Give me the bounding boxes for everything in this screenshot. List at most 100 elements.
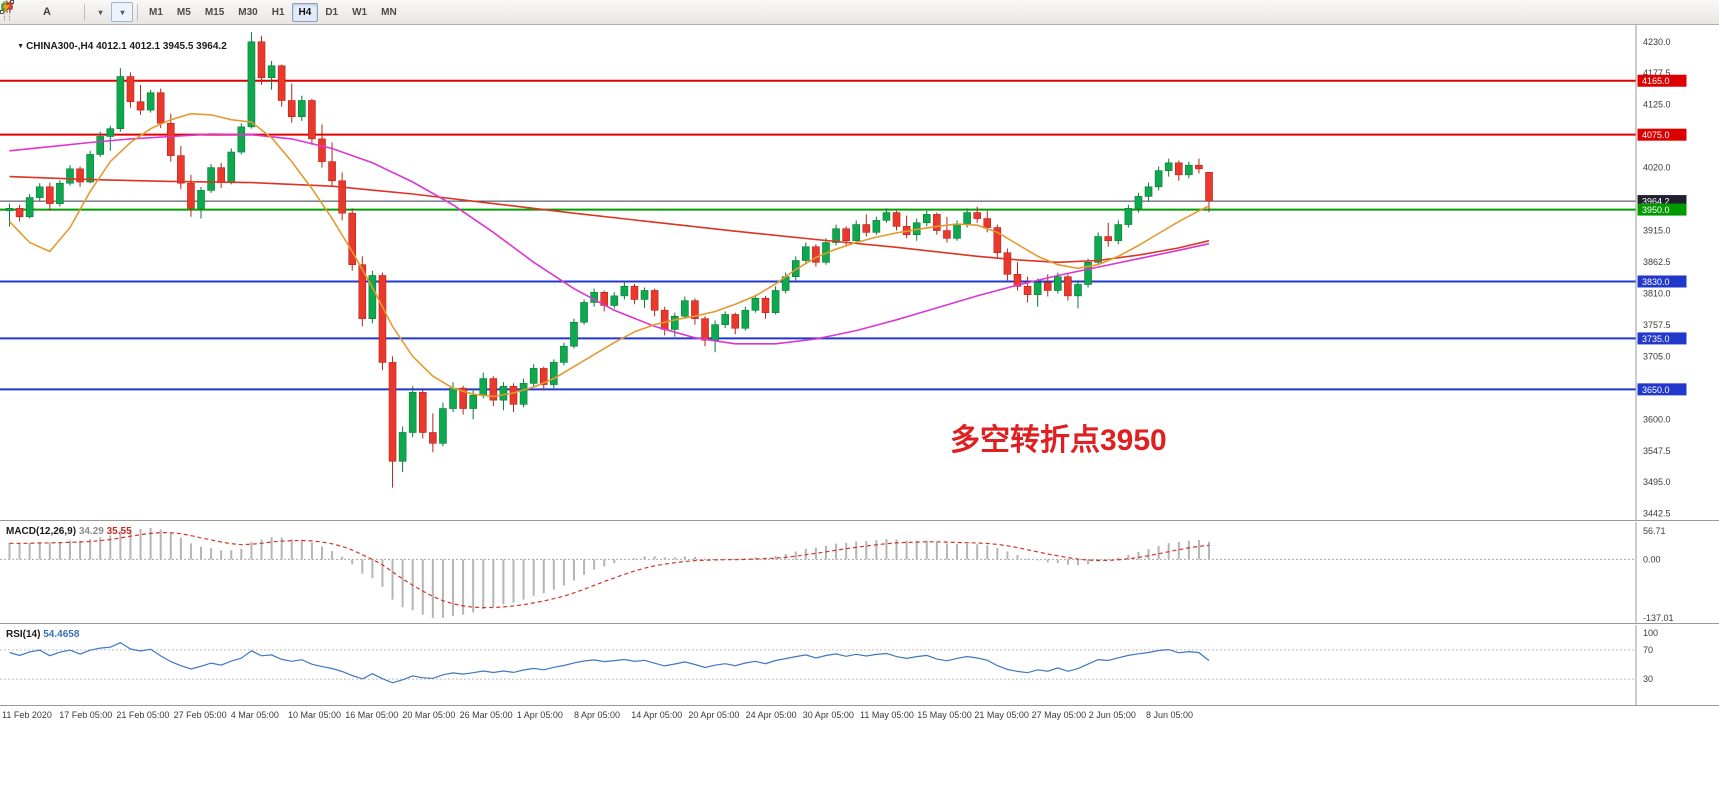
price-badge: [1637, 74, 1687, 87]
chevron-down-icon: ▾: [120, 7, 125, 17]
timeframe-m1-button[interactable]: M1: [142, 3, 170, 22]
candlestick-chart[interactable]: 4230.0 4177.5 4125.0 4020.0 3915.0 3862.5 3810…: [0, 25, 1719, 520]
time-axis-label: 26 Mar 05:00: [459, 710, 513, 720]
text-tool-label: A: [43, 6, 51, 18]
rsi-panel[interactable]: 100 70 30 RSI(14) 54.4658: [0, 623, 1719, 705]
time-axis-label: 21 Feb 05:00: [116, 710, 170, 720]
chart-annotation-text: 多空转折点3950: [950, 424, 1167, 457]
svg-text:4075.0: 4075.0: [1642, 130, 1670, 140]
time-axis-label: 30 Apr 05:00: [802, 710, 854, 720]
price-badge: [1637, 203, 1687, 216]
toolbar: A ▾ ▾ M1 M5 M15 M30 H1 H4 D1 W1 MN: [0, 0, 1719, 25]
moving-average: [9, 175, 1210, 264]
time-axis-label: 16 Mar 05:00: [345, 710, 399, 720]
svg-text:3915.0: 3915.0: [1643, 226, 1671, 236]
svg-text:3442.5: 3442.5: [1643, 509, 1671, 519]
time-axis-label: 17 Feb 05:00: [59, 710, 113, 720]
toolbar-separator: [137, 3, 138, 21]
moving-average: [8, 112, 1210, 398]
time-axis-label: 1 Apr 05:00: [516, 710, 563, 720]
price-badge: [1637, 275, 1687, 288]
toolbar-separator: [84, 3, 85, 21]
svg-text:30: 30: [1643, 674, 1653, 684]
timeframe-h4-button[interactable]: H4: [291, 2, 319, 22]
svg-text:3547.5: 3547.5: [1643, 446, 1671, 456]
macd-chart[interactable]: 56.71 0.00 -137.01: [0, 522, 1719, 623]
ohlc-values: 4012.1 4012.1 3945.5 3964.2: [96, 41, 227, 52]
price-badge: [1637, 332, 1687, 345]
time-axis-label: 20 Mar 05:00: [402, 710, 456, 720]
time-axis-label: 11 May 05:00: [860, 710, 914, 720]
macd-signal-line: [9, 531, 1210, 609]
time-axis-label: 15 May 05:00: [917, 710, 972, 720]
chevron-down-icon: ▾: [98, 7, 103, 17]
svg-text:3600.0: 3600.0: [1643, 414, 1671, 424]
timeframe-d1-button[interactable]: D1: [318, 3, 345, 22]
macd-histogram: [8, 528, 1211, 618]
time-axis-label: 24 Apr 05:00: [745, 710, 797, 720]
svg-text:3495.0: 3495.0: [1643, 477, 1671, 487]
rsi-value: 54.4658: [43, 629, 80, 640]
objects-button[interactable]: ▾: [1, 0, 133, 22]
svg-text:3705.0: 3705.0: [1643, 351, 1671, 361]
svg-text:3650.0: 3650.0: [1642, 385, 1670, 395]
price-badge: [1637, 383, 1687, 396]
svg-text:3757.5: 3757.5: [1643, 320, 1671, 330]
svg-text:3810.0: 3810.0: [1643, 288, 1671, 298]
macd-main-value: 34.29: [78, 526, 104, 537]
price-axis: 4230.0 4177.5 4125.0 4020.0 3915.0 3862.5 3810…: [1637, 37, 1687, 519]
macd-label: MACD(12,26,9) 34.29 35.55: [6, 526, 132, 537]
symbol-title: CHINA300-,H4: [26, 41, 94, 52]
symbol-ohlc-readout: ▼ CHINA300-,H4 4012.1 4012.1 3945.5 3964.…: [6, 30, 227, 63]
timeframe-m5-button[interactable]: M5: [170, 3, 198, 22]
svg-text:4020.0: 4020.0: [1643, 163, 1671, 173]
macd-panel[interactable]: 56.71 0.00 -137.01 MACD(12,26,9) 34.29 35.…: [0, 520, 1719, 623]
time-axis-label: 27 May 05:00: [1031, 710, 1087, 720]
trendline-button[interactable]: [0, 0, 80, 22]
svg-text:100: 100: [1643, 628, 1658, 638]
time-axis-label: 14 Apr 05:00: [631, 710, 683, 720]
timeframe-m30-button[interactable]: M30: [231, 3, 264, 22]
time-axis-label: 11 Feb 2020: [2, 710, 52, 720]
time-axis-label: 20 Apr 05:00: [688, 710, 740, 720]
svg-text:-137.01: -137.01: [1643, 613, 1674, 623]
price-badge: [1637, 128, 1687, 141]
main-chart-panel[interactable]: 4230.0 4177.5 4125.0 4020.0 3915.0 3862.5 3810…: [0, 25, 1719, 520]
time-axis-label: 2 Jun 05:00: [1088, 710, 1136, 720]
candles-series: [5, 32, 1213, 488]
timeframe-m15-button[interactable]: M15: [198, 3, 231, 22]
symbol-dropdown-icon: ▼: [17, 43, 25, 50]
indicators-button[interactable]: ▾: [1, 1, 111, 22]
time-axis-label: 27 Feb 05:00: [173, 710, 227, 720]
time-axis-label: 8 Apr 05:00: [574, 710, 621, 720]
svg-text:4230.0: 4230.0: [1643, 37, 1671, 47]
svg-text:4165.0: 4165.0: [1642, 76, 1670, 86]
macd-signal-value: 35.55: [106, 526, 132, 537]
svg-text:3735.0: 3735.0: [1642, 334, 1670, 344]
svg-text:3862.5: 3862.5: [1643, 257, 1671, 267]
svg-text:0.00: 0.00: [1643, 554, 1661, 564]
level-lines: [0, 79, 1636, 391]
crosshair-button[interactable]: [1, 1, 36, 22]
moving-average: [9, 133, 1210, 345]
time-axis-label: 10 Mar 05:00: [288, 710, 342, 720]
lightning-icon: [1, 0, 11, 14]
rsi-chart[interactable]: 100 70 30: [0, 625, 1719, 705]
svg-text:70: 70: [1643, 645, 1653, 655]
svg-text:3830.0: 3830.0: [1642, 277, 1670, 287]
rsi-line: [9, 642, 1210, 684]
timeframe-w1-button[interactable]: W1: [345, 3, 374, 22]
timeframe-h1-button[interactable]: H1: [265, 3, 292, 22]
rsi-label: RSI(14) 54.4658: [6, 629, 80, 640]
svg-text:3950.0: 3950.0: [1642, 205, 1670, 215]
time-axis[interactable]: 11 Feb 2020 17 Feb 05:00 21 Feb 05:00 27 Fe…: [0, 705, 1719, 726]
svg-text:4125.0: 4125.0: [1643, 100, 1671, 110]
timeframe-mn-button[interactable]: MN: [374, 3, 404, 22]
time-axis-label: 21 May 05:00: [974, 710, 1029, 720]
text-tool-button[interactable]: A: [36, 2, 58, 22]
time-axis-label: 8 Jun 05:00: [1146, 710, 1194, 720]
time-axis-label: 4 Mar 05:00: [230, 710, 279, 720]
svg-text:3964.2: 3964.2: [1642, 197, 1670, 207]
svg-text:56.71: 56.71: [1643, 526, 1666, 536]
svg-text:4177.5: 4177.5: [1643, 68, 1671, 78]
